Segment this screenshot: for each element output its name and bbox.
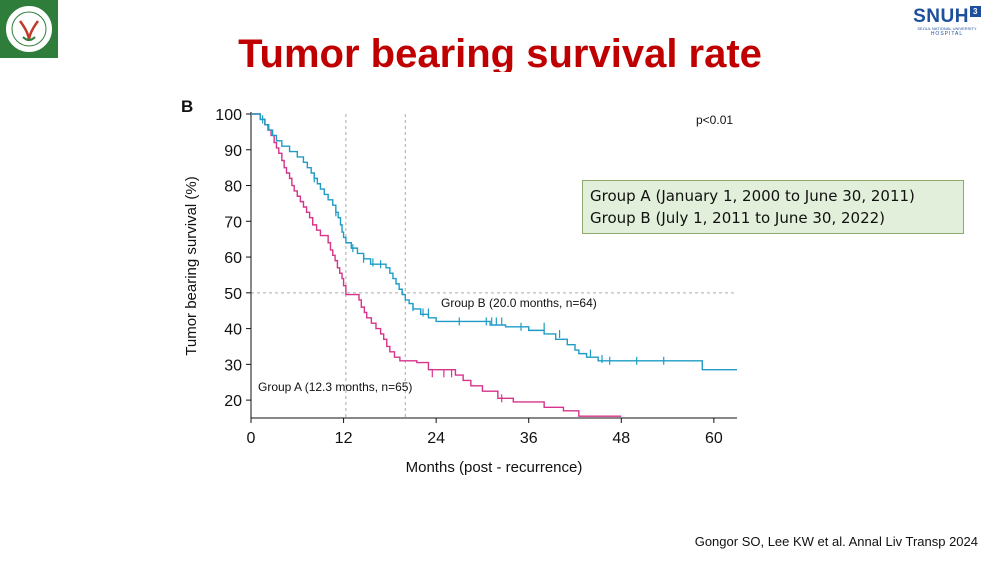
y-tick-label: 80 xyxy=(224,179,242,196)
snuh-logo: SNUH 3 SEOUL NATIONAL UNIVERSITY HOSPITAL xyxy=(912,6,982,37)
slide-title: Tumor bearing survival rate xyxy=(238,32,762,72)
y-tick-label: 90 xyxy=(224,143,242,160)
y-tick-label: 20 xyxy=(224,393,242,410)
snuh-logo-hospital: HOSPITAL xyxy=(930,31,964,37)
society-emblem-icon xyxy=(4,4,54,54)
x-tick-label: 60 xyxy=(705,430,723,447)
series-label-group-b: Group B (20.0 months, n=64) xyxy=(441,296,597,310)
snuh-logo-mark: 3 xyxy=(969,6,981,17)
citation: Gongor SO, Lee KW et al. Annal Liv Trans… xyxy=(694,534,978,549)
y-tick-label: 100 xyxy=(215,107,242,124)
y-axis-label: Tumor bearing survival (%) xyxy=(183,176,200,356)
x-tick-label: 12 xyxy=(335,430,353,447)
series-group-0 xyxy=(251,113,622,417)
y-tick-label: 50 xyxy=(224,286,242,303)
panel-label: B xyxy=(181,97,193,116)
y-tick-label: 70 xyxy=(224,214,242,231)
y-tick-label: 60 xyxy=(224,250,242,267)
x-tick-label: 36 xyxy=(520,430,538,447)
series-line-group-b xyxy=(251,113,737,371)
y-tick-label: 40 xyxy=(224,322,242,339)
group-b-definition: Group B (July 1, 2011 to June 30, 2022) xyxy=(590,209,886,227)
group-definition-box: Group A (January 1, 2000 to June 30, 201… xyxy=(582,180,964,234)
x-tick-label: 24 xyxy=(427,430,445,447)
x-tick-label: 0 xyxy=(247,430,256,447)
series-group-1 xyxy=(251,113,737,371)
x-axis-label: Months (post - recurrence) xyxy=(406,459,583,476)
snuh-logo-text: SNUH xyxy=(913,6,969,27)
series-line-group-a xyxy=(251,113,622,417)
x-tick-label: 48 xyxy=(612,430,630,447)
y-tick-label: 30 xyxy=(224,357,242,374)
society-emblem-logo xyxy=(0,0,58,58)
series-label-group-a: Group A (12.3 months, n=65) xyxy=(258,380,412,394)
group-a-definition: Group A (January 1, 2000 to June 30, 201… xyxy=(590,187,915,205)
snuh-logo-subtitle: SEOUL NATIONAL UNIVERSITY xyxy=(917,26,977,31)
p-value: p<0.01 xyxy=(696,113,733,127)
